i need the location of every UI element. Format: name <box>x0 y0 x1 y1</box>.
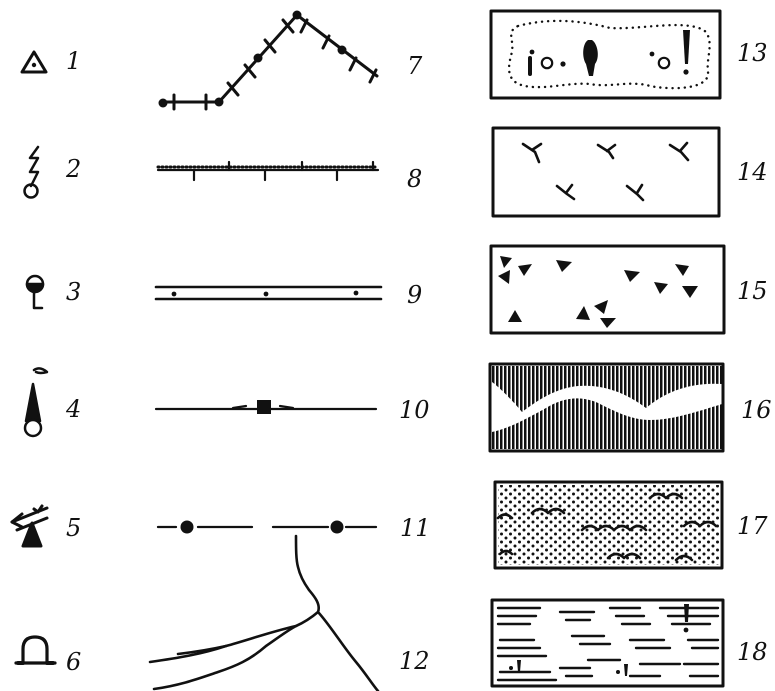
cart-track-icon <box>156 520 378 534</box>
legend-number-6: 6 <box>66 648 82 676</box>
railway-icon <box>156 160 380 182</box>
river-icon <box>148 534 380 691</box>
windmill-icon <box>10 504 49 548</box>
cave-entrance-icon <box>14 635 57 665</box>
bridge-road-icon <box>154 400 378 414</box>
legend-number-14: 14 <box>737 158 768 186</box>
factory-chimney-icon <box>23 367 49 438</box>
legend-number-4: 4 <box>66 395 82 423</box>
garden-area-icon <box>489 9 722 100</box>
legend-number-8: 8 <box>407 165 423 193</box>
legend-number-1: 1 <box>66 47 82 75</box>
legend-number-12: 12 <box>399 647 430 675</box>
legend-number-16: 16 <box>741 396 772 424</box>
sand-dunes-icon <box>493 480 724 570</box>
power-line-icon <box>158 10 379 111</box>
legend-number-3: 3 <box>66 278 82 306</box>
grass-meadow-icon <box>491 126 721 218</box>
legend-number-18: 18 <box>737 638 768 666</box>
swamp-icon <box>490 598 725 688</box>
legend-number-17: 17 <box>737 512 768 540</box>
legend-number-10: 10 <box>399 396 430 424</box>
legend-number-13: 13 <box>737 39 768 67</box>
legend-number-15: 15 <box>737 277 768 305</box>
legend-number-5: 5 <box>66 514 82 542</box>
legend-number-11: 11 <box>400 514 431 542</box>
reed-marsh-icon <box>488 362 725 453</box>
legend-number-2: 2 <box>66 155 82 183</box>
well-icon <box>25 274 45 310</box>
radio-mast-icon <box>23 145 40 199</box>
triangulation-point-icon <box>20 50 48 74</box>
legend-number-9: 9 <box>407 281 423 309</box>
paved-highway-icon <box>154 285 383 301</box>
legend-number-7: 7 <box>407 52 423 80</box>
stony-ground-icon <box>489 244 726 335</box>
